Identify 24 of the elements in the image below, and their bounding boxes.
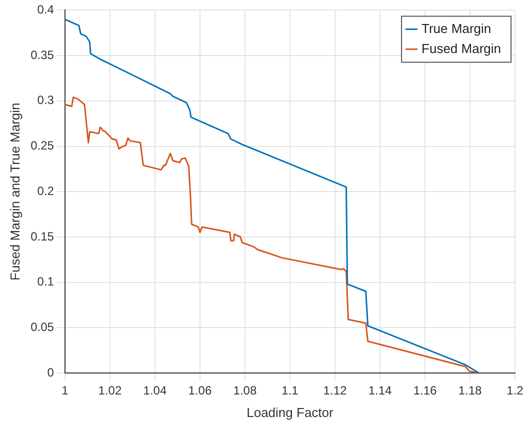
y-tick-label: 0.1 [37, 274, 54, 289]
y-tick-label: 0.3 [37, 93, 54, 108]
x-tick-label: 1.12 [323, 384, 347, 398]
y-tick-label: 0.2 [37, 184, 54, 198]
x-tick-label: 1.18 [458, 384, 482, 398]
x-tick-label: 1.04 [143, 384, 167, 398]
legend-label: True Margin [422, 20, 492, 36]
y-tick-label: 0.25 [30, 138, 54, 153]
y-tick-label: 0.15 [30, 229, 54, 244]
y-tick-label: 0 [47, 365, 54, 380]
x-tick-label: 1 [62, 384, 69, 398]
x-tick-label: 1.08 [233, 384, 257, 398]
y-axis-title: Fused Margin and True Margin [7, 102, 22, 280]
y-tick-label: 0.4 [37, 2, 54, 17]
x-tick-label: 1.14 [368, 384, 392, 398]
x-tick-label: 1.1 [282, 384, 299, 398]
legend-label: Fused Margin [422, 40, 502, 56]
y-tick-label: 0.35 [30, 48, 54, 62]
y-tick-label: 0.05 [30, 320, 54, 334]
x-tick-label: 1.02 [98, 384, 122, 398]
x-tick-label: 1.06 [188, 384, 212, 398]
x-tick-label: 1.2 [506, 384, 524, 398]
x-tick-label: 1.16 [413, 384, 437, 398]
x-axis-title: Loading Factor [246, 404, 334, 420]
